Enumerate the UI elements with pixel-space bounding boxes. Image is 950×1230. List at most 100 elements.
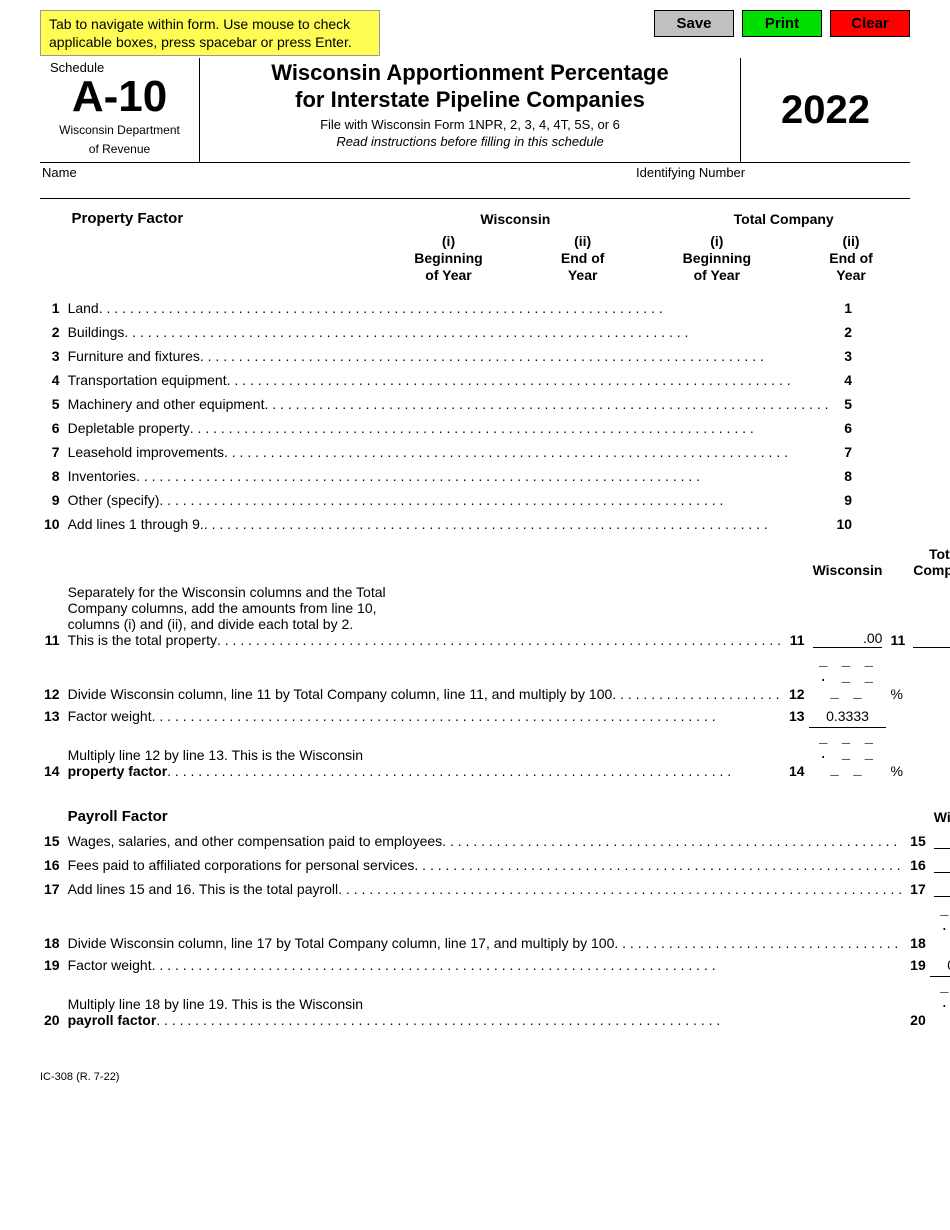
line-16-num-r: 16 (906, 852, 930, 876)
dept-line2: of Revenue (44, 142, 195, 156)
prop-row-num: 8 (40, 463, 64, 487)
line-19-num-r: 19 (906, 954, 930, 977)
line-11-text4: This is the total property (68, 632, 217, 648)
line-20-text1: Multiply line 18 by line 19. This is the… (68, 996, 903, 1012)
total-company-header: Total Company (657, 207, 910, 230)
line-18-input[interactable]: _ _ _ . _ _ _ _ (930, 900, 950, 954)
print-button[interactable]: Print (742, 10, 822, 37)
prop-row-num-r: 4 (832, 367, 856, 391)
prop-row-num: 1 (40, 295, 64, 319)
line-12-num-r: 12 (785, 651, 809, 705)
line-11-text3: columns (i) and (ii), and divide each to… (68, 616, 781, 632)
line-11-text2: Company columns, add the amounts from li… (68, 600, 781, 616)
prop-row-num: 10 (40, 511, 64, 535)
payroll-factor-title: Payroll Factor (68, 808, 168, 825)
line-15-num: 15 (40, 828, 64, 852)
nav-hint: Tab to navigate within form. Use mouse t… (40, 10, 380, 56)
prop-row-label: Other (specify) (68, 492, 160, 508)
line-14-text2: property factor (68, 763, 168, 779)
line-19-value: 0.3333 (930, 954, 950, 977)
line-12-pct: % (886, 651, 909, 705)
prop-row-label: Add lines 1 through 9. (68, 516, 204, 532)
wi-year: Year (568, 267, 598, 283)
line-11-tc-input[interactable]: .00 (913, 630, 950, 648)
read-instructions: Read instructions before filling in this… (206, 134, 734, 149)
tc-col-i: (i) (710, 233, 723, 249)
line-17-text: Add lines 15 and 16. This is the total p… (68, 881, 339, 897)
prop-row-label: Furniture and fixtures (68, 348, 200, 364)
wisconsin-header: Wisconsin (389, 207, 642, 230)
identifying-number-field[interactable]: Identifying Number (630, 163, 910, 198)
line-17-num: 17 (40, 876, 64, 900)
prop-row-num: 2 (40, 319, 64, 343)
prop-row-num-r: 1 (832, 295, 856, 319)
tc-of-year: of Year (694, 267, 740, 283)
total-company-header-2: Total Company (909, 543, 950, 581)
wisconsin-header-2: Wisconsin (809, 543, 887, 581)
tc-end-of: End of (829, 250, 873, 266)
prop-row-num-r: 10 (832, 511, 856, 535)
line-14-num-r: 14 (785, 727, 809, 782)
line-20-num: 20 (40, 976, 64, 1031)
schedule-code: A-10 (44, 75, 195, 119)
wi-col-i: (i) (442, 233, 455, 249)
tc-col-ii: (ii) (842, 233, 859, 249)
line-15-wi-input[interactable]: .00 (934, 831, 950, 849)
line-16-num: 16 (40, 852, 64, 876)
form-footer: IC-308 (R. 7-22) (40, 1071, 910, 1083)
line-16-text: Fees paid to affiliated corporations for… (68, 857, 415, 873)
line-19-text: Factor weight (68, 957, 152, 973)
prop-row-num: 9 (40, 487, 64, 511)
line-11-num-r: 11 (785, 581, 809, 651)
line-17-num-r: 17 (906, 876, 930, 900)
dept-line1: Wisconsin Department (44, 123, 195, 137)
line-18-num-r: 18 (906, 900, 930, 954)
line-11-num: 11 (40, 581, 64, 651)
line-19-num: 19 (40, 954, 64, 977)
prop-row-label: Depletable property (68, 420, 190, 436)
line-11-wi-input[interactable]: .00 (813, 630, 883, 648)
save-button[interactable]: Save (654, 10, 734, 37)
line-20-num-r: 20 (906, 976, 930, 1031)
line-12-text: Divide Wisconsin column, line 11 by Tota… (68, 686, 613, 702)
prop-row-num-r: 9 (832, 487, 856, 511)
tc-beginning: Beginning (683, 250, 751, 266)
line-12-num: 12 (40, 651, 64, 705)
prop-row-num: 4 (40, 367, 64, 391)
line-14-num: 14 (40, 727, 64, 782)
prop-row-num-r: 7 (832, 439, 856, 463)
wi-end-of: End of (561, 250, 605, 266)
line-11-text1: Separately for the Wisconsin columns and… (68, 584, 781, 600)
prop-row-label: Leasehold improvements (68, 444, 224, 460)
line-14-input[interactable]: _ _ _ . _ _ _ _ (809, 727, 887, 782)
line-13-value: 0.3333 (809, 705, 887, 728)
name-field[interactable]: Name (40, 163, 630, 198)
prop-row-label: Machinery and other equipment (68, 396, 265, 412)
line-16-wi-input[interactable]: .00 (934, 855, 950, 873)
prop-row-num-r: 5 (832, 391, 856, 415)
line-14-pct: % (886, 727, 909, 782)
form-title-1: Wisconsin Apportionment Percentage (206, 60, 734, 86)
prop-row-num-r: 8 (832, 463, 856, 487)
line-14-text1: Multiply line 12 by line 13. This is the… (68, 747, 781, 763)
tax-year: 2022 (781, 88, 870, 133)
wisconsin-header-3: Wisconsin (930, 790, 950, 828)
prop-row-num: 5 (40, 391, 64, 415)
line-11-tc-num: 11 (886, 581, 909, 651)
prop-row-num: 3 (40, 343, 64, 367)
line-13-num-r: 13 (785, 705, 809, 728)
prop-row-label: Buildings (68, 324, 125, 340)
wi-beginning: Beginning (414, 250, 482, 266)
wi-of-year: of Year (425, 267, 471, 283)
prop-row-num-r: 6 (832, 415, 856, 439)
clear-button[interactable]: Clear (830, 10, 910, 37)
wi-col-ii: (ii) (574, 233, 591, 249)
prop-row-label: Land (68, 300, 99, 316)
line-12-input[interactable]: _ _ _ . _ _ _ _ (809, 651, 887, 705)
line-20-input[interactable]: _ _ _ . _ _ _ _ (930, 976, 950, 1031)
line-17-wi-input[interactable]: .00 (934, 879, 950, 897)
line-20-text2: payroll factor (68, 1012, 157, 1028)
line-18-num: 18 (40, 900, 64, 954)
file-with: File with Wisconsin Form 1NPR, 2, 3, 4, … (206, 117, 734, 132)
line-13-num: 13 (40, 705, 64, 728)
